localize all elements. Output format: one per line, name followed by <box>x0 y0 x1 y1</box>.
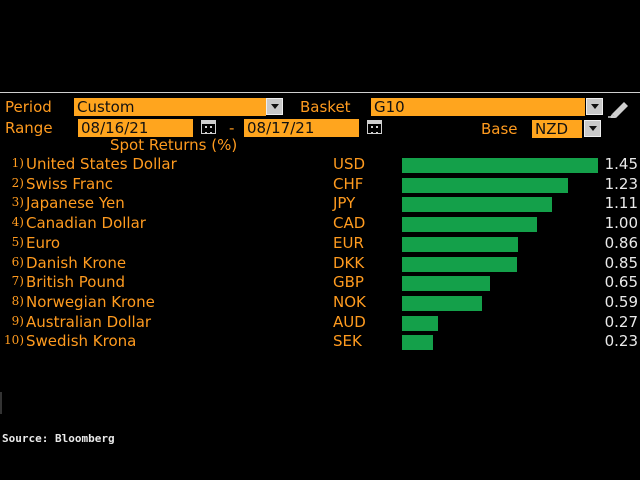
base-select[interactable]: NZD <box>532 120 582 138</box>
scrollbar-marker <box>0 392 2 414</box>
currency-code: SEK <box>333 332 362 351</box>
calendar-icon[interactable] <box>201 120 216 134</box>
chart-row[interactable]: 9) Australian Dollar AUD 0.27 <box>0 313 640 333</box>
currency-name: United States Dollar <box>26 155 177 173</box>
row-rank: 3) <box>11 195 24 210</box>
row-rank: 10) <box>4 333 24 348</box>
chart-row[interactable]: 3) Japanese Yen JPY 1.11 <box>0 194 640 214</box>
range-label: Range <box>5 119 53 137</box>
currency-name: Danish Krone <box>26 253 127 272</box>
currency-code: NOK <box>333 292 366 311</box>
range-separator: - <box>229 119 235 137</box>
chart-row[interactable]: 1) United States Dollar USD 1.45 <box>0 155 640 175</box>
return-value: 1.23 <box>604 174 638 193</box>
basket-dropdown-chevron-down-icon[interactable] <box>586 98 603 115</box>
chart-title: Spot Returns (%) <box>110 136 238 154</box>
return-value: 0.59 <box>604 292 638 311</box>
currency-name: Euro <box>26 233 60 252</box>
return-value: 0.85 <box>604 253 638 272</box>
return-bar <box>402 256 517 272</box>
return-value: 0.23 <box>604 332 638 351</box>
return-bar <box>402 335 433 351</box>
calendar-icon[interactable] <box>367 120 382 134</box>
period-dropdown-chevron-down-icon[interactable] <box>266 98 283 115</box>
return-bar <box>402 276 490 292</box>
row-rank: 7) <box>11 274 24 289</box>
chart-row[interactable]: 2) Swiss Franc CHF 1.23 <box>0 175 640 195</box>
currency-name: Canadian Dollar <box>26 214 146 233</box>
chart-row[interactable]: 8) Norwegian Krone NOK 0.59 <box>0 293 640 313</box>
return-value: 1.45 <box>604 155 638 173</box>
return-bar <box>402 217 537 233</box>
source-note: Source: Bloomberg <box>2 432 115 445</box>
currency-code: CHF <box>333 174 364 193</box>
row-rank: 2) <box>11 175 24 190</box>
base-dropdown-chevron-down-icon[interactable] <box>584 120 601 137</box>
currency-code: USD <box>333 155 366 173</box>
chart-row[interactable]: 7) British Pound GBP 0.65 <box>0 273 640 293</box>
chart-row[interactable]: 5) Euro EUR 0.86 <box>0 234 640 254</box>
currency-code: GBP <box>333 273 364 292</box>
row-rank: 6) <box>11 254 24 269</box>
range-end-input[interactable]: 08/17/21 <box>244 119 359 137</box>
return-value: 1.11 <box>604 194 638 213</box>
return-value: 0.27 <box>604 312 638 331</box>
currency-name: British Pound <box>26 273 125 292</box>
currency-name: Japanese Yen <box>26 194 125 213</box>
chart-row[interactable]: 10) Swedish Krona SEK 0.23 <box>0 332 640 352</box>
row-rank: 4) <box>11 215 24 230</box>
currency-name: Australian Dollar <box>26 312 152 331</box>
currency-name: Norwegian Krone <box>26 292 155 311</box>
row-rank: 9) <box>11 313 24 328</box>
currency-code: DKK <box>333 253 365 272</box>
return-bar <box>402 295 482 311</box>
return-value: 0.65 <box>604 273 638 292</box>
top-divider <box>0 92 640 93</box>
currency-code: JPY <box>333 194 356 213</box>
return-bar <box>402 236 518 252</box>
return-bar <box>402 315 438 331</box>
period-select[interactable]: Custom <box>74 98 266 116</box>
basket-label: Basket <box>300 98 351 116</box>
return-value: 1.00 <box>604 214 638 233</box>
return-bar <box>402 158 598 173</box>
chart-row[interactable]: 6) Danish Krone DKK 0.85 <box>0 254 640 274</box>
base-label: Base <box>481 120 518 138</box>
pencil-icon[interactable] <box>608 98 632 118</box>
return-value: 0.86 <box>604 233 638 252</box>
basket-select[interactable]: G10 <box>371 98 585 116</box>
currency-name: Swiss Franc <box>26 174 114 193</box>
return-bar <box>402 177 568 193</box>
currency-code: AUD <box>333 312 366 331</box>
chart-row[interactable]: 4) Canadian Dollar CAD 1.00 <box>0 214 640 234</box>
return-bar <box>402 197 552 213</box>
period-label: Period <box>5 98 52 116</box>
row-rank: 1) <box>11 156 24 170</box>
row-rank: 8) <box>11 293 24 308</box>
currency-code: CAD <box>333 214 366 233</box>
currency-name: Swedish Krona <box>26 332 137 351</box>
row-rank: 5) <box>11 234 24 249</box>
currency-code: EUR <box>333 233 364 252</box>
range-start-input[interactable]: 08/16/21 <box>78 119 193 137</box>
